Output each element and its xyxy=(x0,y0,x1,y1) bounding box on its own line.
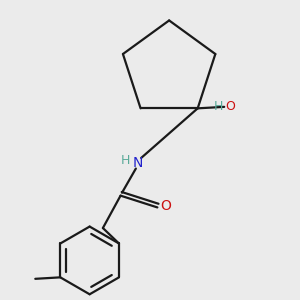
Text: H: H xyxy=(120,154,130,167)
Text: O: O xyxy=(226,100,236,113)
Text: O: O xyxy=(160,199,171,213)
Text: N: N xyxy=(133,156,143,170)
Text: H: H xyxy=(213,100,223,113)
